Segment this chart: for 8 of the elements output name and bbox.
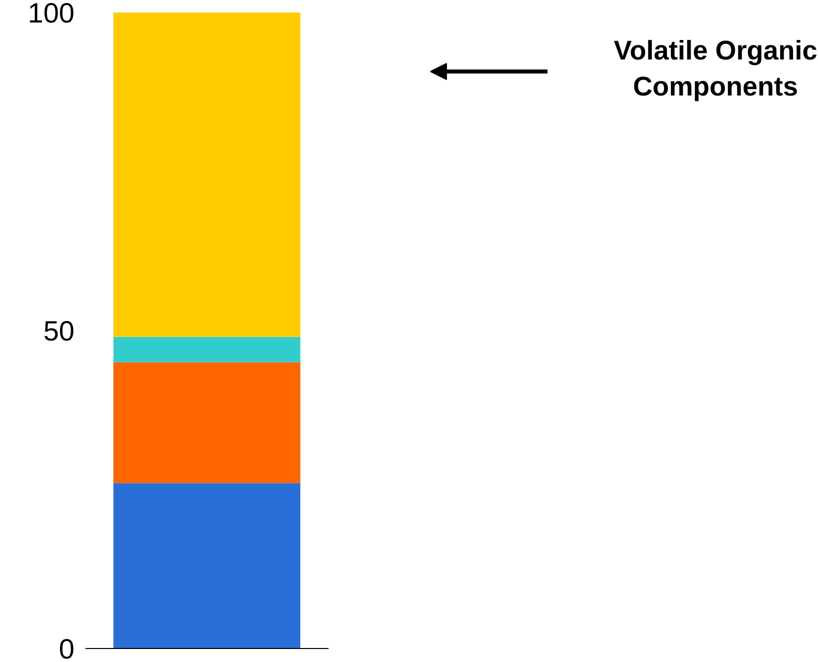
bar [113, 12, 300, 337]
text: Volatile Organic Components [614, 36, 818, 102]
y-tick-label: 0 [58, 634, 75, 662]
bar [113, 336, 300, 362]
bar [113, 483, 300, 648]
bar [113, 362, 300, 484]
y-tick-label: 50 [43, 316, 75, 346]
y-tick-label: 100 [28, 0, 74, 28]
